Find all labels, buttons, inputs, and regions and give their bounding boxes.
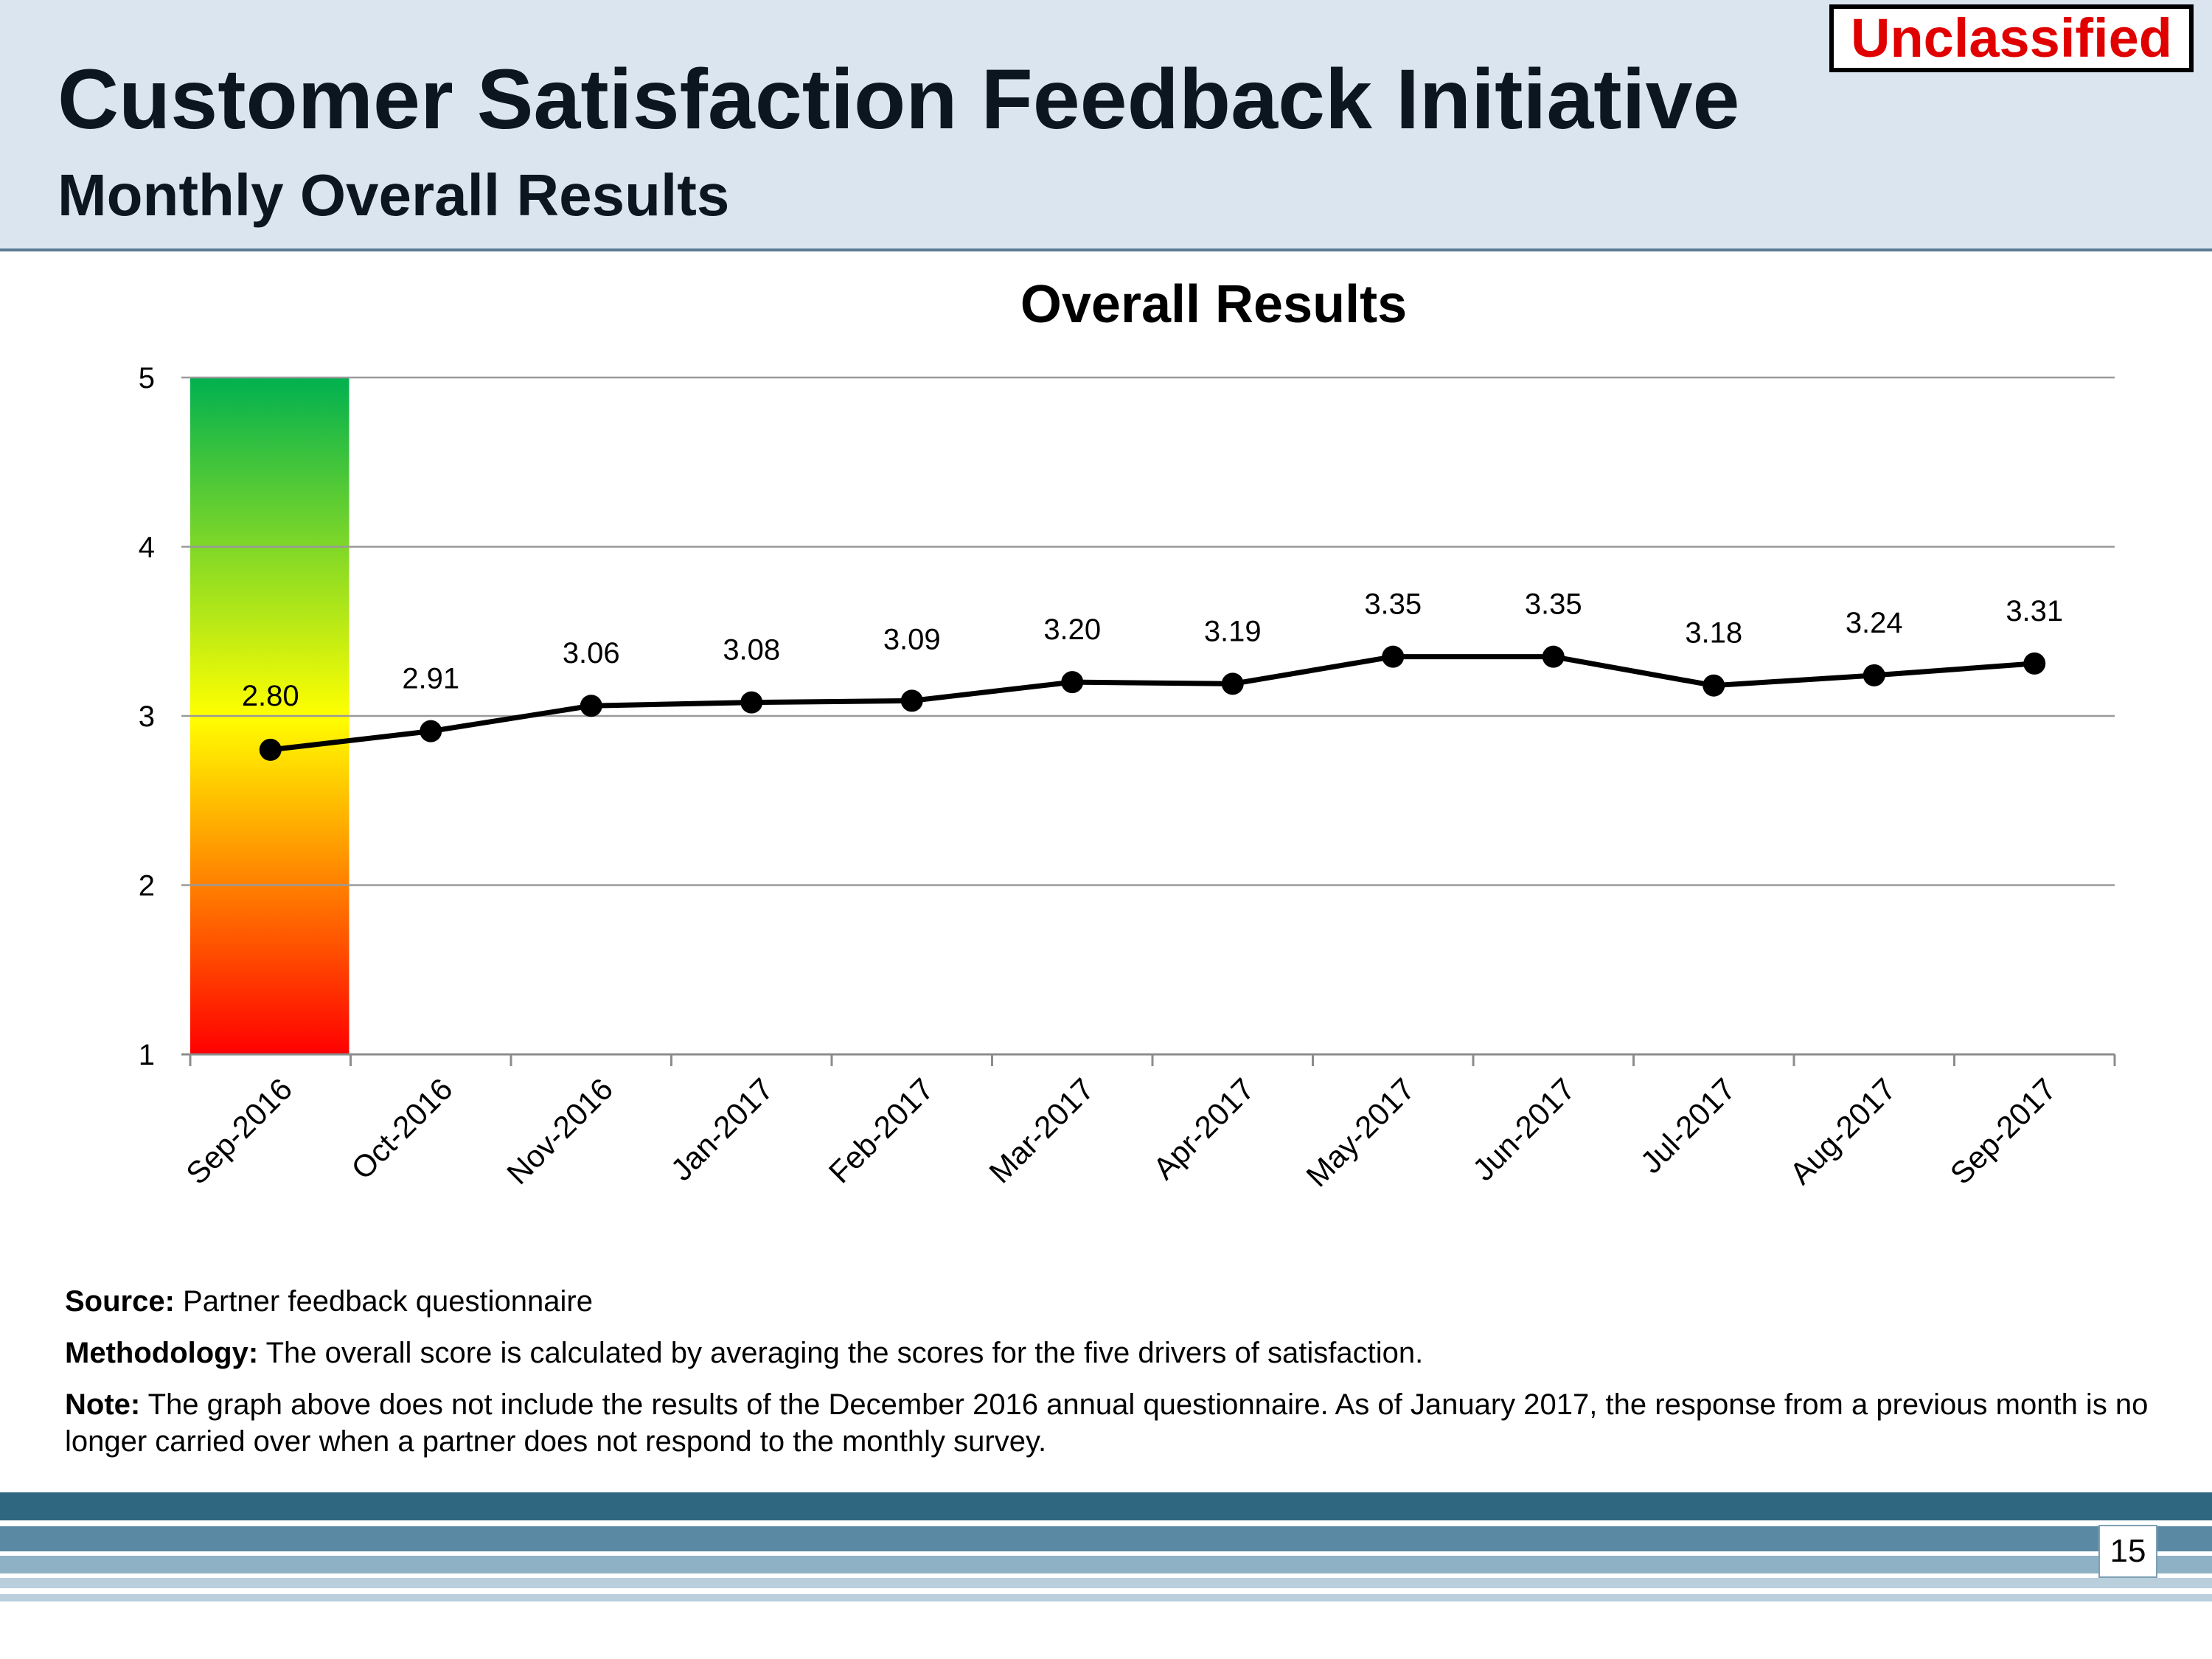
data-label: 3.06 — [563, 637, 620, 669]
source-text: Partner feedback questionnaire — [174, 1285, 593, 1318]
data-label: 3.35 — [1525, 588, 1582, 621]
data-point — [1542, 645, 1565, 668]
data-label: 3.35 — [1364, 588, 1422, 621]
note: Note: The graph above does not include t… — [65, 1386, 2159, 1460]
footer-band-4 — [0, 1578, 2212, 1588]
slide-header: Customer Satisfaction Feedback Initiativ… — [0, 0, 2212, 251]
y-tick-label: 1 — [139, 1039, 155, 1071]
page-number: 15 — [2098, 1525, 2157, 1578]
data-label: 2.80 — [242, 680, 299, 712]
y-tick-label: 3 — [139, 700, 155, 733]
x-tick-label: Sep-2017 — [1944, 1071, 2063, 1191]
slide-title: Customer Satisfaction Feedback Initiativ… — [58, 52, 1740, 147]
methodology-note: Methodology: The overall score is calcul… — [65, 1335, 2159, 1371]
data-label: 3.18 — [1685, 617, 1742, 650]
classification-badge: Unclassified — [1829, 4, 2194, 72]
y-tick-label: 5 — [139, 362, 155, 394]
data-label: 3.20 — [1043, 613, 1101, 646]
x-tick-label: Jan-2017 — [664, 1071, 780, 1187]
y-tick-label: 2 — [139, 870, 155, 902]
x-tick-label: Aug-2017 — [1783, 1071, 1902, 1191]
data-point — [740, 691, 763, 714]
slide-subtitle: Monthly Overall Results — [58, 162, 730, 228]
footer-band-3 — [0, 1556, 2212, 1573]
x-tick-label: Mar-2017 — [982, 1071, 1100, 1189]
data-point — [1703, 674, 1725, 697]
overall-results-chart: Overall Results 1 2 3 4 5 Sep-2016 Oct-2016 Nov… — [139, 275, 2116, 1193]
x-tick-label: Jun-2017 — [1466, 1071, 1582, 1187]
data-label: 3.24 — [1846, 607, 1903, 639]
source-label: Source: — [65, 1285, 175, 1318]
data-point — [580, 695, 602, 717]
x-tick-label: Feb-2017 — [822, 1071, 940, 1189]
data-point — [420, 720, 442, 742]
data-point — [1382, 645, 1405, 668]
chart-title: Overall Results — [1020, 275, 1407, 334]
data-label: 3.08 — [723, 634, 780, 667]
series-line — [270, 654, 2035, 753]
data-label: 2.91 — [402, 663, 459, 695]
methodology-text: The overall score is calculated by avera… — [258, 1337, 1424, 1369]
data-point — [1863, 664, 1885, 686]
data-point — [1221, 672, 1244, 695]
source-note: Source: Partner feedback questionnaire — [65, 1283, 2159, 1320]
footer-band-5 — [0, 1594, 2212, 1601]
note-text: The graph above does not include the res… — [65, 1388, 2149, 1458]
data-point — [1061, 671, 1084, 694]
data-label: 3.31 — [2006, 595, 2063, 627]
data-point — [900, 689, 923, 712]
x-tick-label: Oct-2016 — [344, 1071, 459, 1186]
x-tick-label: Jul-2017 — [1633, 1071, 1742, 1180]
x-tick-label: Apr-2017 — [1147, 1071, 1261, 1186]
methodology-label: Methodology: — [65, 1337, 259, 1369]
data-point — [259, 738, 282, 761]
x-tick-label: Nov-2016 — [500, 1071, 619, 1191]
note-label: Note: — [65, 1388, 141, 1421]
y-tick-label: 4 — [139, 532, 155, 564]
x-tick-label: Sep-2016 — [179, 1071, 299, 1191]
chart-notes: Source: Partner feedback questionnaire M… — [65, 1283, 2159, 1460]
footer-band-2 — [0, 1526, 2212, 1551]
data-label: 3.09 — [883, 623, 941, 655]
footer-band-1 — [0, 1492, 2212, 1520]
data-label: 3.19 — [1204, 615, 1262, 647]
data-point — [2023, 652, 2046, 675]
x-tick-label: May-2017 — [1299, 1071, 1421, 1193]
